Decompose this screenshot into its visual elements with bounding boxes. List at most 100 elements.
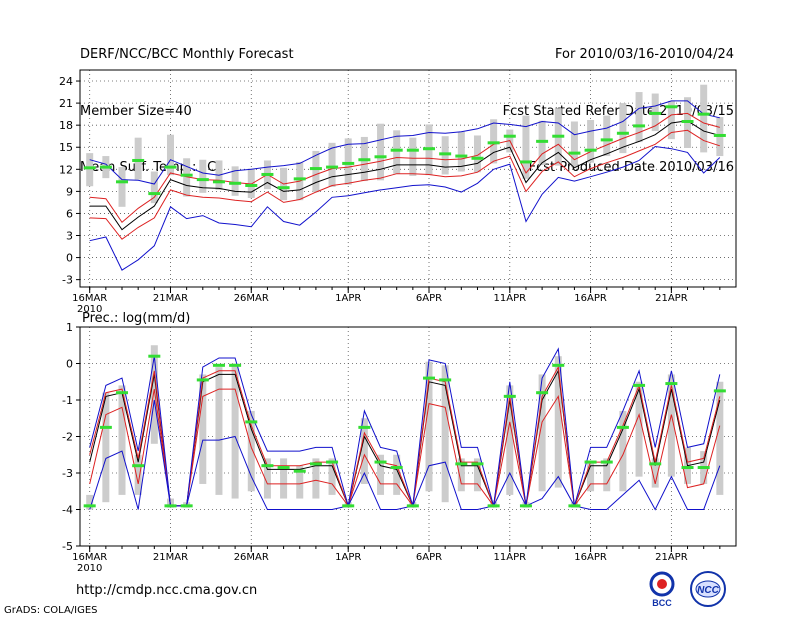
- ncc-logo-globe: [695, 580, 721, 598]
- prec-observed-marker: [293, 469, 306, 473]
- temp-range-bar: [393, 130, 401, 174]
- temp-range-bar: [150, 171, 158, 204]
- temp-observed-marker: [423, 147, 436, 151]
- prec-line-min-envelope: [89, 399, 721, 511]
- prec-observed-marker: [681, 466, 694, 470]
- prec-observed-marker: [519, 504, 532, 508]
- prec-range-bar: [619, 410, 627, 492]
- prec-range-bar: [199, 374, 207, 484]
- prec-y-tick-label: 0: [66, 358, 73, 371]
- header-title: DERF/NCC/BCC Monthly Forecast: [80, 47, 294, 62]
- temp-range-bar: [183, 158, 191, 197]
- temp-range-bar: [344, 138, 352, 185]
- prec-range-bar: [215, 367, 223, 495]
- prec-observed-marker: [439, 378, 452, 382]
- prec-line-spread-lower: [89, 388, 721, 508]
- temp-range-bar: [199, 159, 207, 193]
- temp-observed-marker: [374, 155, 387, 159]
- prec-y-tick-label: -3: [62, 467, 73, 480]
- temp-y-tick-label: 3: [66, 230, 73, 243]
- temp-x-year-label: 2010: [77, 304, 102, 315]
- temp-observed-marker: [568, 151, 581, 155]
- prec-observed-marker: [584, 460, 597, 464]
- temp-observed-marker: [519, 160, 532, 164]
- prec-observed-marker: [132, 464, 145, 468]
- temp-observed-marker: [471, 156, 484, 160]
- temp-observed-marker: [503, 134, 516, 138]
- temp-observed-marker: [681, 119, 694, 123]
- prec-observed-marker: [196, 378, 209, 382]
- prec-range-bar: [538, 374, 546, 492]
- prec-range-bar: [603, 458, 611, 492]
- prec-range-bar: [441, 365, 449, 503]
- prec-observed-marker: [649, 462, 662, 466]
- footer-url[interactable]: http://cmdp.ncc.cma.gov.cn: [76, 583, 258, 598]
- temp-range-bar: [231, 166, 239, 196]
- temp-observed-marker: [616, 131, 629, 135]
- prec-range-bar: [473, 458, 481, 492]
- temp-range-bar: [603, 115, 611, 157]
- temp-observed-marker: [390, 148, 403, 152]
- temp-x-tick-label: 16APR: [574, 293, 607, 304]
- temp-x-tick-label: 11APR: [494, 293, 527, 304]
- prec-observed-marker: [277, 466, 290, 470]
- prec-range-bar: [667, 374, 675, 477]
- temp-range-bar: [570, 121, 578, 168]
- prec-observed-marker: [600, 460, 613, 464]
- prec-y-tick-label: 1: [66, 321, 73, 334]
- temp-y-tick-label: 21: [59, 97, 73, 110]
- prec-range-bar: [134, 454, 142, 495]
- prec-range-bar: [118, 385, 126, 495]
- temp-observed-marker: [552, 134, 565, 138]
- temp-observed-marker: [83, 166, 96, 170]
- prec-observed-marker: [423, 376, 436, 380]
- temp-observed-marker: [180, 173, 193, 177]
- prec-observed-marker: [633, 383, 646, 387]
- prec-range-bar: [587, 462, 595, 492]
- temp-observed-marker: [116, 180, 129, 184]
- temp-range-bar: [635, 92, 643, 143]
- temp-line-spread-lower: [89, 129, 720, 240]
- prec-observed-marker: [99, 425, 112, 429]
- prec-observed-marker: [390, 466, 403, 470]
- temp-y-tick-label: 0: [66, 252, 73, 265]
- temp-line-max-envelope: [89, 100, 720, 185]
- temp-y-tick-label: 12: [59, 163, 73, 176]
- temp-range-bar: [86, 153, 94, 187]
- prec-range-bar: [425, 361, 433, 492]
- bcc-logo: BCC: [649, 571, 675, 608]
- prec-y-tick-label: -2: [62, 431, 73, 444]
- temp-observed-marker: [148, 192, 161, 196]
- temp-frame: [79, 69, 737, 288]
- temp-observed-marker: [99, 165, 112, 169]
- temp-range-bar: [457, 131, 465, 172]
- prec-y-tick-label: -1: [62, 394, 73, 407]
- temp-observed-marker: [326, 165, 339, 169]
- prec-range-bar: [263, 458, 271, 499]
- temp-observed-marker: [342, 161, 355, 165]
- temp-observed-marker: [293, 177, 306, 181]
- temp-observed-marker: [697, 112, 710, 116]
- prec-x-tick-label: 16APR: [574, 552, 607, 563]
- temp-observed-marker: [164, 165, 177, 169]
- temp-y-tick-label: 24: [59, 75, 73, 88]
- temp-line-min-envelope: [89, 145, 721, 271]
- header-member-size: Member Size=40: [80, 103, 192, 119]
- prec-observed-marker: [309, 462, 322, 466]
- prec-range-bar: [457, 458, 465, 492]
- prec-y-tick-label: -4: [62, 504, 73, 517]
- prec-range-bar: [635, 381, 643, 477]
- temp-observed-marker: [633, 124, 646, 128]
- temp-y-tick-label: 15: [59, 141, 73, 154]
- temp-observed-marker: [196, 178, 209, 182]
- temp-range-bar: [619, 103, 627, 154]
- prec-x-tick-label: 16MAR: [72, 552, 107, 563]
- ncc-logo: NCC: [690, 571, 726, 607]
- prec-range-bar: [312, 458, 320, 499]
- temp-observed-marker: [132, 158, 145, 162]
- bcc-logo-core: [657, 579, 667, 589]
- prec-observed-marker: [148, 354, 161, 358]
- prec-observed-marker: [83, 504, 96, 508]
- prec-observed-marker: [406, 504, 419, 508]
